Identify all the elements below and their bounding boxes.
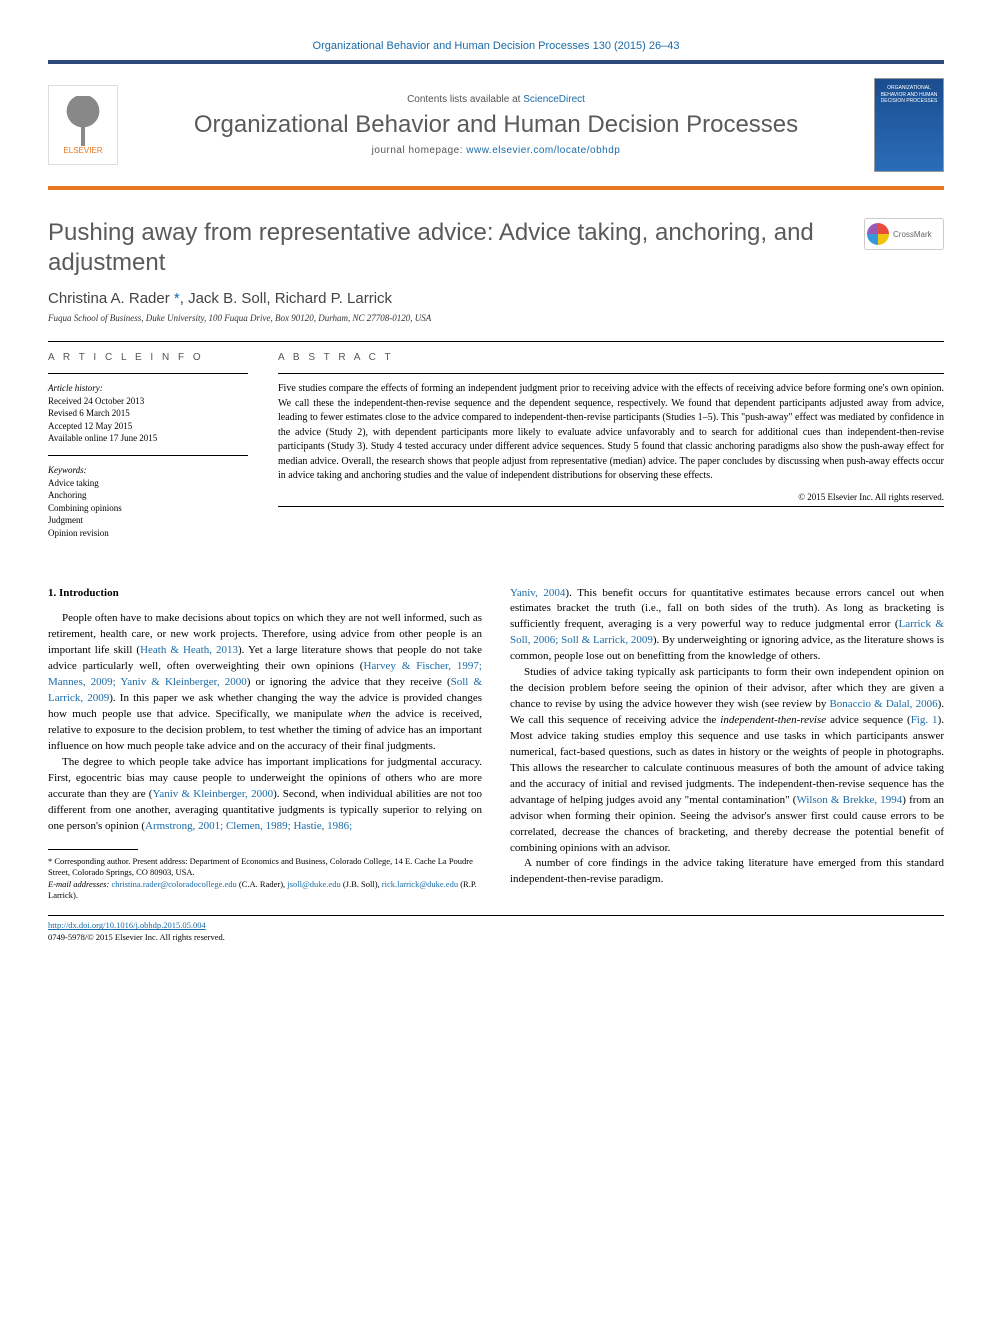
elsevier-label: ELSEVIER (63, 146, 102, 155)
contents-prefix: Contents lists available at (407, 94, 523, 105)
keywords-block: Keywords: Advice takingAnchoringCombinin… (48, 464, 248, 540)
corresponding-author-footnote: * Corresponding author. Present address:… (48, 856, 482, 902)
article-info-label: A R T I C L E I N F O (48, 352, 248, 363)
article-title: Pushing away from representative advice:… (48, 218, 944, 278)
journal-cover-thumbnail: ORGANIZATIONAL BEHAVIOR AND HUMAN DECISI… (874, 78, 944, 172)
homepage-prefix: journal homepage: (372, 145, 467, 156)
body-column-right: Yaniv, 2004). This benefit occurs for qu… (510, 586, 944, 902)
footnote-corr: * Corresponding author. Present address:… (48, 856, 482, 879)
abstract-copyright: © 2015 Elsevier Inc. All rights reserved… (278, 492, 944, 502)
footnote-emails: E-mail addresses: christina.rader@colora… (48, 879, 482, 902)
article-history: Article history: Received 24 October 201… (48, 382, 248, 445)
intro-heading: 1. Introduction (48, 586, 482, 602)
intro-p1: People often have to make decisions abou… (48, 611, 482, 754)
journal-header-band: ELSEVIER Contents lists available at Sci… (48, 60, 944, 190)
crossmark-badge[interactable]: CrossMark (864, 218, 944, 250)
affiliation: Fuqua School of Business, Duke Universit… (48, 313, 944, 323)
abstract-text: Five studies compare the effects of form… (278, 382, 944, 484)
issn-copyright: 0749-5978/© 2015 Elsevier Inc. All right… (48, 932, 225, 942)
divider (48, 341, 944, 342)
crossmark-icon (867, 223, 889, 245)
history-header: Article history: (48, 382, 248, 395)
intro-p3: Studies of advice taking typically ask p… (510, 665, 944, 856)
homepage-line: journal homepage: www.elsevier.com/locat… (118, 145, 874, 156)
intro-p4: A number of core findings in the advice … (510, 856, 944, 888)
abstract-label: A B S T R A C T (278, 352, 944, 363)
footnote-divider (48, 849, 138, 850)
contents-line: Contents lists available at ScienceDirec… (118, 94, 874, 105)
doi-link[interactable]: http://dx.doi.org/10.1016/j.obhdp.2015.0… (48, 920, 206, 930)
elsevier-tree-icon (63, 96, 103, 146)
page-footer: http://dx.doi.org/10.1016/j.obhdp.2015.0… (48, 915, 944, 943)
journal-title: Organizational Behavior and Human Decisi… (118, 111, 874, 139)
keywords-list: Advice takingAnchoringCombining opinions… (48, 477, 248, 540)
authors-line: Christina A. Rader *, Jack B. Soll, Rich… (48, 290, 944, 307)
history-dates: Received 24 October 2013Revised 6 March … (48, 395, 248, 445)
journal-homepage-link[interactable]: www.elsevier.com/locate/obhdp (466, 145, 620, 156)
body-column-left: 1. Introduction People often have to mak… (48, 586, 482, 902)
intro-p1-cont: Yaniv, 2004). This benefit occurs for qu… (510, 586, 944, 666)
elsevier-logo: ELSEVIER (48, 85, 118, 165)
footnote-emails-label: E-mail addresses: (48, 879, 109, 889)
crossmark-label: CrossMark (893, 230, 932, 239)
footnote-emails-list: christina.rader@coloradocollege.edu (C.A… (48, 879, 477, 900)
sciencedirect-link[interactable]: ScienceDirect (523, 94, 585, 105)
intro-p2: The degree to which people take advice h… (48, 755, 482, 835)
keywords-header: Keywords: (48, 464, 248, 477)
journal-reference: Organizational Behavior and Human Decisi… (48, 40, 944, 52)
